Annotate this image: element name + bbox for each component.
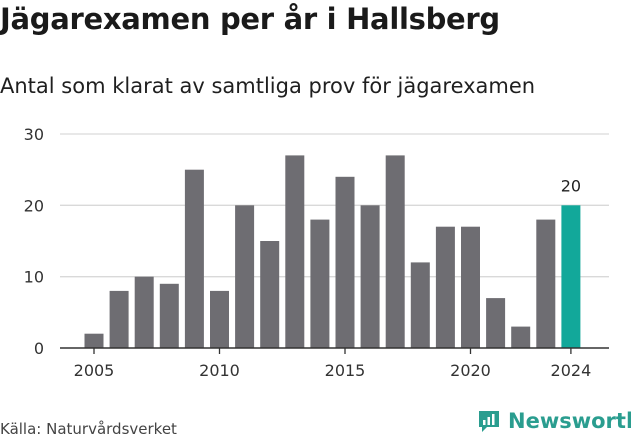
newsworthy-logo[interactable]: Newsworthy [476, 408, 631, 434]
data-label-2024: 20 [561, 176, 581, 195]
bar-2011 [235, 205, 255, 348]
x-tick-label: 2005 [74, 361, 115, 380]
bar-2018 [410, 262, 430, 348]
bar-2022 [511, 326, 531, 348]
bar-2020 [461, 226, 480, 348]
x-tick-label: 2015 [325, 361, 366, 380]
bar-2008 [159, 283, 179, 348]
chart-title: Jägarexamen per år i Hallsberg [0, 2, 500, 36]
brand-name: Newsworthy [508, 409, 631, 433]
bar-2023 [536, 219, 556, 348]
bar-2024 [561, 205, 581, 348]
bar-2005 [84, 333, 104, 348]
newsworthy-logo-icon [479, 411, 499, 432]
bar-2010 [210, 290, 229, 348]
bar-2013 [285, 155, 305, 348]
x-tick-label: 2020 [450, 361, 491, 380]
gridlines [60, 133, 609, 278]
bar-2016 [360, 205, 380, 348]
bar-chart: 2005 2010 2015 2020 2024 0 10 20 30 20 [24, 125, 609, 380]
bar-2014 [310, 219, 330, 348]
x-axis: 2005 2010 2015 2020 2024 [60, 347, 609, 380]
bar-2006 [109, 290, 129, 348]
y-tick-label: 20 [24, 196, 44, 215]
y-tick-label: 10 [24, 268, 44, 287]
y-tick-label: 30 [24, 125, 44, 144]
chart-subtitle: Antal som klarat av samtliga prov för jä… [0, 74, 536, 98]
x-tick-label: 2024 [551, 361, 592, 380]
y-axis: 0 10 20 30 [24, 125, 44, 358]
bar-2019 [435, 226, 455, 348]
bar-2017 [385, 155, 405, 348]
y-tick-label: 0 [34, 339, 44, 358]
source-note: Källa: Naturvårdsverket [0, 420, 177, 438]
data-labels: 20 [561, 176, 581, 195]
bar-2012 [260, 241, 280, 348]
bar-2021 [486, 298, 506, 348]
bar-2007 [134, 276, 154, 348]
bars [84, 155, 581, 348]
x-tick-label: 2010 [199, 361, 240, 380]
bar-2009 [184, 169, 204, 348]
bar-2015 [335, 176, 355, 348]
